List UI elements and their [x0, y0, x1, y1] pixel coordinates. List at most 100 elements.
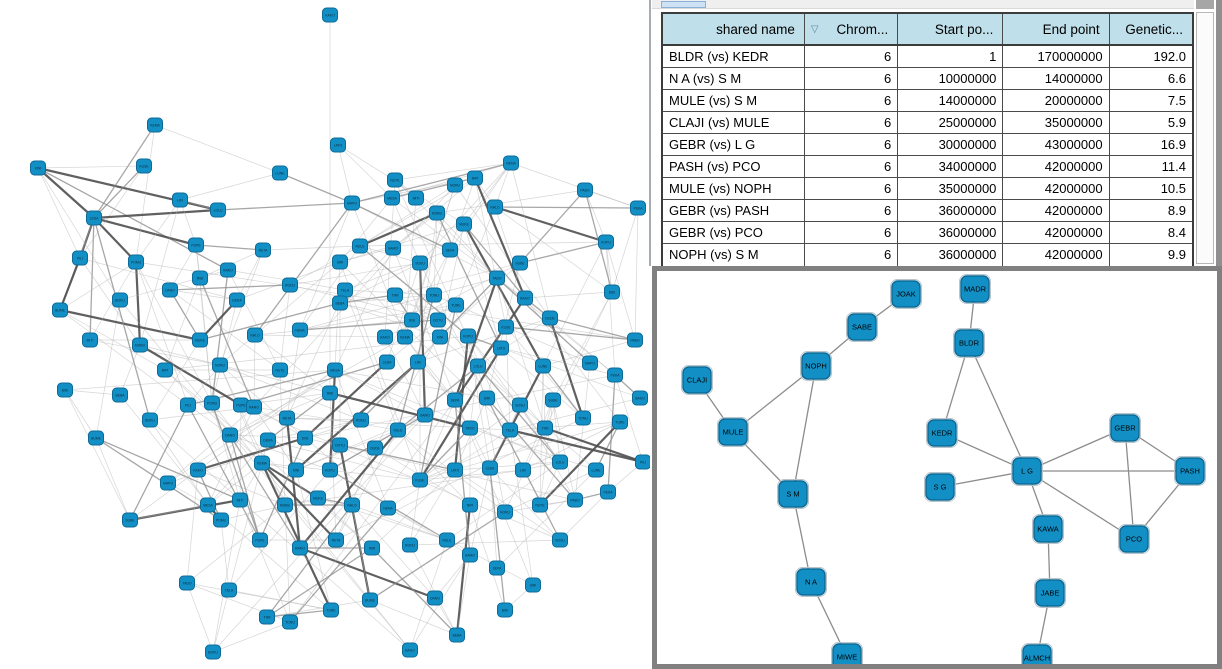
network-node-l-g[interactable]: L G: [1011, 456, 1043, 486]
network-node[interactable]: MITI: [408, 190, 424, 206]
network-node[interactable]: TIMI: [537, 420, 553, 436]
network-node[interactable]: POMU: [204, 395, 220, 411]
network-node[interactable]: KEMA: [147, 117, 163, 133]
network-node[interactable]: SAMO: [417, 407, 433, 423]
network-node-noph[interactable]: NOPH: [800, 351, 832, 381]
network-node[interactable]: RIBI: [364, 540, 380, 556]
network-node[interactable]: RODU: [353, 412, 369, 428]
network-node[interactable]: TURE: [448, 297, 464, 313]
network-node[interactable]: PUPE: [252, 532, 268, 548]
network-node[interactable]: MITI: [82, 332, 98, 348]
network-node[interactable]: BEBA: [449, 627, 465, 643]
network-node[interactable]: PABO: [627, 332, 643, 348]
network-node[interactable]: MUKE: [456, 216, 472, 232]
network-node-sabe[interactable]: SABE: [846, 312, 878, 342]
network-node[interactable]: DANO: [162, 282, 178, 298]
network-node[interactable]: KOPU: [322, 462, 338, 478]
network-node-pash[interactable]: PASH: [1174, 456, 1206, 486]
table-row[interactable]: GEBR (vs) PCO 6 36000000 42000000 8.4: [663, 222, 1192, 244]
network-node[interactable]: KOPU: [460, 328, 476, 344]
network-node[interactable]: RETA: [279, 410, 295, 426]
network-node[interactable]: POMU: [128, 254, 144, 270]
network-node[interactable]: LEDA: [379, 354, 395, 370]
network-node[interactable]: TONU: [426, 287, 442, 303]
network-node[interactable]: RULE: [439, 532, 455, 548]
network-node[interactable]: KAKO: [322, 7, 338, 23]
network-node[interactable]: SAMO: [385, 240, 401, 256]
network-node[interactable]: MESA: [200, 497, 216, 513]
network-node[interactable]: RARO: [292, 540, 308, 556]
table-vertical-scrollbar[interactable]: [1196, 12, 1214, 264]
network-node[interactable]: PABO: [567, 492, 583, 508]
network-node[interactable]: TONU: [575, 410, 591, 426]
table-horizontal-scrollbar[interactable]: [652, 0, 1194, 9]
network-node[interactable]: MAPO: [160, 475, 176, 491]
network-node[interactable]: SOSU: [412, 255, 428, 271]
network-node[interactable]: SAMO: [462, 547, 478, 563]
network-node[interactable]: LUNE: [588, 462, 604, 478]
network-node[interactable]: LATO: [493, 340, 509, 356]
network-node[interactable]: NUTE: [387, 172, 403, 188]
network-node[interactable]: LEDA: [86, 210, 102, 226]
network-node[interactable]: TADO: [179, 575, 195, 591]
table-row[interactable]: NOPH (vs) S M 6 36000000 42000000 9.9: [663, 244, 1192, 266]
network-node[interactable]: BUME: [88, 430, 104, 446]
network-node[interactable]: TADO: [462, 420, 478, 436]
filter-icon[interactable]: ▽: [810, 23, 819, 35]
network-node[interactable]: MESA: [384, 190, 400, 206]
network-node[interactable]: RETA: [255, 242, 271, 258]
network-node[interactable]: LIKI: [172, 192, 188, 208]
network-node-almch[interactable]: ALMCH: [1021, 643, 1053, 665]
network-node-kawa[interactable]: KAWA: [1032, 514, 1064, 544]
network-node[interactable]: PABO: [577, 182, 593, 198]
table-row[interactable]: MULE (vs) S M 6 14000000 20000000 7.5: [663, 90, 1192, 112]
network-node-pco[interactable]: PCO: [1118, 524, 1150, 554]
network-node[interactable]: BIDI: [57, 382, 73, 398]
network-node[interactable]: LEDA: [482, 460, 498, 476]
network-node[interactable]: NENA: [380, 500, 396, 516]
network-node-joak[interactable]: JOAK: [890, 279, 922, 309]
network-node[interactable]: LATO: [330, 137, 346, 153]
network-node[interactable]: NENA: [503, 155, 519, 171]
network-node[interactable]: KUSE: [412, 472, 428, 488]
network-node[interactable]: PEKA: [630, 200, 646, 216]
network-node[interactable]: BIDI: [604, 284, 620, 300]
network-node[interactable]: MUKE: [310, 490, 326, 506]
network-node[interactable]: RARO: [220, 262, 236, 278]
network-node[interactable]: TADO: [489, 270, 505, 286]
network-node[interactable]: KAKO: [377, 329, 393, 345]
network-node[interactable]: RODU: [282, 277, 298, 293]
network-node[interactable]: RARO: [246, 399, 262, 415]
network-node[interactable]: DISI: [297, 430, 313, 446]
network-node[interactable]: NUTE: [532, 497, 548, 513]
network-node[interactable]: DERA: [260, 432, 276, 448]
network-node[interactable]: PILI: [635, 454, 651, 470]
network-node[interactable]: MESA: [327, 362, 343, 378]
network-node[interactable]: DUDE: [542, 310, 558, 326]
network-node[interactable]: BASO: [517, 290, 533, 306]
network-node[interactable]: SUBE: [512, 255, 528, 271]
column-header-start-po-[interactable]: Start po...: [898, 14, 1004, 44]
network-node[interactable]: BEBA: [332, 295, 348, 311]
network-node[interactable]: DANO: [222, 427, 238, 443]
network-node[interactable]: KUSE: [498, 319, 514, 335]
network-node[interactable]: BIDI: [497, 602, 513, 618]
network-node[interactable]: KEMA: [254, 455, 270, 471]
network-node-s-m[interactable]: S M: [777, 479, 809, 509]
network-node[interactable]: SOSU: [512, 397, 528, 413]
network-node[interactable]: KINI: [432, 329, 448, 345]
network-node[interactable]: LATO: [447, 462, 463, 478]
network-node[interactable]: NORU: [212, 357, 228, 373]
network-node[interactable]: SUBE: [122, 512, 138, 528]
network-node[interactable]: LOLU: [210, 202, 226, 218]
network-node[interactable]: BOKU: [112, 292, 128, 308]
network-node[interactable]: MUKE: [192, 332, 208, 348]
network-node[interactable]: TELA: [337, 282, 353, 298]
network-node[interactable]: MITI: [232, 492, 248, 508]
network-node[interactable]: SIRI: [332, 254, 348, 270]
network-node[interactable]: DOTU: [332, 437, 348, 453]
network-node[interactable]: RULE: [352, 238, 368, 254]
network-node[interactable]: MAPO: [582, 355, 598, 371]
network-node[interactable]: SUBE: [545, 392, 561, 408]
network-node-kedr[interactable]: KEDR: [926, 418, 958, 448]
